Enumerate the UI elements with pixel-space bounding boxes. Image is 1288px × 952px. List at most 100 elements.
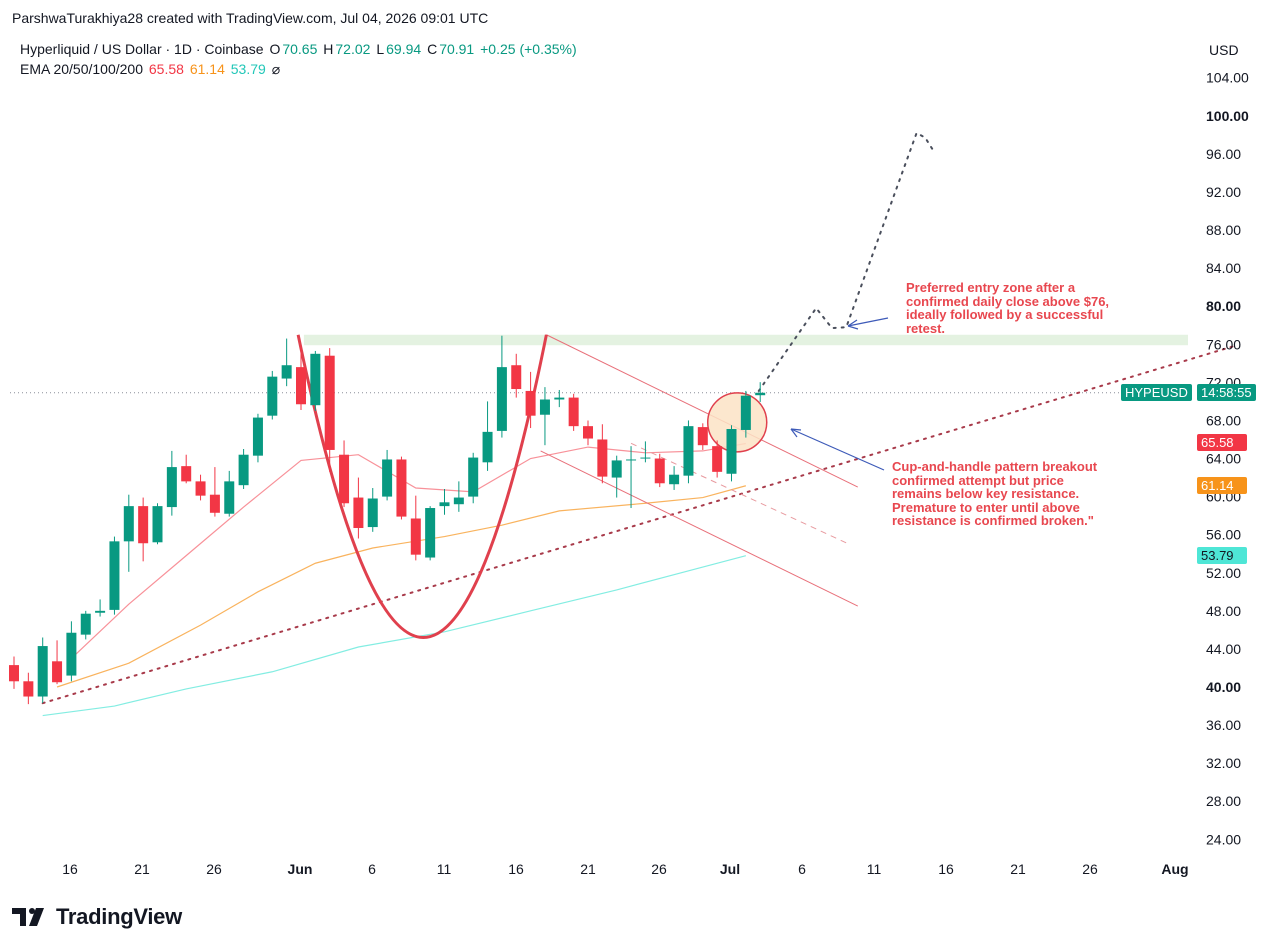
tradingview-logo[interactable]: TradingView <box>12 904 182 930</box>
candle-body <box>554 397 565 400</box>
candle-may-17 <box>52 640 63 685</box>
resistance-zone-layer <box>10 334 1188 394</box>
candle-body <box>52 661 63 683</box>
candle-body <box>496 367 507 431</box>
price-chart[interactable]: 16 21 26 Jun 6 11 16 21 26 Jul 6 11 16 21 26 Aug 104.00… <box>0 0 1288 900</box>
candle-body <box>209 494 220 513</box>
x-axis-tick-label: Jun <box>288 861 313 877</box>
candle-may-18 <box>66 621 77 682</box>
x-axis-tick-label: 26 <box>651 861 667 877</box>
candle-body <box>611 460 622 478</box>
y-axis-tick-label: 92.00 <box>1206 184 1241 200</box>
x-axis: 16 21 26 Jun 6 11 16 21 26 Jul 6 11 16 21 26 Aug <box>62 861 1188 877</box>
open-label: O <box>269 41 281 57</box>
candle-body <box>252 417 263 456</box>
symbol-legend[interactable]: Hyperliquid / US Dollar · 1D · Coinbase … <box>20 41 579 57</box>
candle-jun-10 <box>396 456 407 520</box>
ema200-hidden-icon[interactable]: ⌀ <box>271 61 281 77</box>
candle-body <box>726 429 737 474</box>
candle-may-28 <box>209 467 220 517</box>
candle-body <box>80 613 91 635</box>
candle-body <box>410 518 421 555</box>
candles-layer <box>9 335 766 705</box>
candle-jun-21 <box>554 389 565 408</box>
resistance-zone <box>303 334 1188 346</box>
y-axis-tick-label: 104.00 <box>1206 70 1249 86</box>
candle-jun-8 <box>367 488 378 532</box>
ema-layer <box>42 442 747 717</box>
candle-body <box>195 481 206 496</box>
breakout-circle <box>706 392 768 453</box>
ema100-price-tag: 53.79 <box>1197 547 1247 564</box>
pattern-note[interactable]: Cup-and-handle pattern breakout confirme… <box>892 459 1098 528</box>
x-axis-tick-label: 6 <box>798 861 806 877</box>
ema-label: EMA 20/50/100/200 <box>20 61 143 77</box>
candle-body <box>95 610 106 613</box>
candle-body <box>166 467 177 508</box>
x-axis-tick-label: 26 <box>1082 861 1098 877</box>
y-axis-tick-label: 44.00 <box>1206 641 1241 657</box>
pattern-arrow-head <box>790 428 802 438</box>
candle-may-25 <box>166 450 177 516</box>
x-axis-tick-label: 21 <box>134 861 150 877</box>
candle-may-24 <box>152 503 163 545</box>
y-axis-tick-label: 28.00 <box>1206 793 1241 809</box>
candle-body <box>66 632 77 676</box>
candle-may-15 <box>37 637 48 704</box>
candle-body <box>367 498 378 528</box>
candle-body <box>683 426 694 476</box>
candle-body <box>654 458 665 484</box>
candle-body <box>353 497 364 529</box>
y-axis-tick-label: 64.00 <box>1206 451 1241 467</box>
projection-path <box>757 131 934 392</box>
y-axis-tick-label: 80.00 <box>1206 298 1241 314</box>
ema-line-100 <box>42 555 747 717</box>
candle-body <box>712 446 723 472</box>
candle-jun-29 <box>669 466 680 490</box>
close-value: 70.91 <box>439 41 475 57</box>
entry-arrow-head <box>847 319 859 330</box>
x-axis-tick-label: 21 <box>580 861 596 877</box>
candle-jun-4 <box>310 350 321 411</box>
open-value: 70.65 <box>282 41 318 57</box>
currency-label[interactable]: USD <box>1209 42 1239 58</box>
candle-jul-5 <box>755 382 766 402</box>
x-axis-tick-label: 21 <box>1010 861 1026 877</box>
candle-jun-27 <box>640 441 651 463</box>
candle-jun-26 <box>626 446 637 509</box>
bar-countdown-tag: 14:58:55 <box>1197 384 1256 401</box>
y-axis-tick-label: 36.00 <box>1206 717 1241 733</box>
y-axis-tick-label: 100.00 <box>1206 108 1249 124</box>
y-axis-tick-label: 56.00 <box>1206 527 1241 543</box>
close-label: C <box>427 41 438 57</box>
candle-body <box>181 466 192 482</box>
x-axis-tick-label: 16 <box>508 861 524 877</box>
candle-may-26 <box>181 454 192 484</box>
candle-jun-17 <box>496 335 507 438</box>
ema-legend[interactable]: EMA 20/50/100/200 65.58 61.14 53.79 ⌀ <box>20 61 282 78</box>
candle-body <box>468 457 479 497</box>
candle-jun-15 <box>468 452 479 504</box>
candle-may-21 <box>109 536 120 615</box>
candle-body <box>296 367 306 405</box>
candle-body <box>152 506 163 543</box>
symbol-title: Hyperliquid / US Dollar · 1D · Coinbase <box>20 41 264 57</box>
candle-may-14 <box>23 672 34 705</box>
y-axis: 104.00 100.00 96.00 92.00 88.00 84.00 80.00 76.… <box>1206 70 1249 848</box>
candle-may-31 <box>252 413 263 463</box>
candle-jun-9 <box>382 449 393 501</box>
x-axis-tick-label: Jul <box>720 861 740 877</box>
channel-mid-line <box>630 442 850 545</box>
change-value: +0.25 (+0.35%) <box>480 41 577 57</box>
candle-body <box>755 392 766 396</box>
ema50-value: 61.14 <box>189 61 225 77</box>
candle-jun-16 <box>482 401 493 471</box>
y-axis-tick-label: 68.00 <box>1206 412 1241 428</box>
candle-may-13 <box>9 656 19 689</box>
drawings-layer <box>41 131 1235 705</box>
candle-body <box>511 365 522 390</box>
candle-jun-11 <box>410 495 421 561</box>
entry-zone-note[interactable]: Preferred entry zone after a confirmed d… <box>906 280 1110 336</box>
candle-jun-3 <box>296 345 306 410</box>
candle-jun-18 <box>511 353 522 398</box>
